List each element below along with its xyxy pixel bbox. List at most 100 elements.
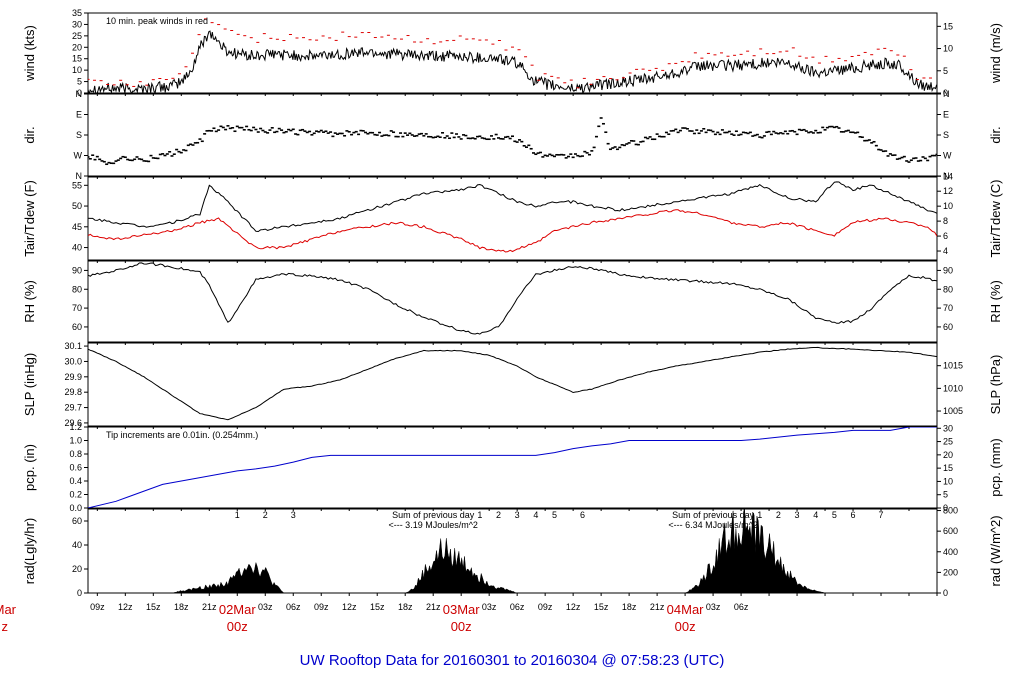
pressure-left-tick-label: 30.1 bbox=[64, 341, 82, 351]
temperature-left-tick-label: 55 bbox=[72, 180, 82, 190]
x-tick-label: 12z bbox=[342, 602, 357, 612]
temperature-left-tick-label: 40 bbox=[72, 243, 82, 253]
radiation-hour-mark: 3 bbox=[795, 510, 800, 520]
precipitation-left-tick-label: 0.2 bbox=[69, 490, 82, 500]
radiation-right-tick-label: 200 bbox=[943, 567, 958, 577]
precipitation-left-tick-label: 0.0 bbox=[69, 503, 82, 513]
humidity-left-tick-label: 80 bbox=[72, 284, 82, 294]
precipitation-left-tick-label: 1.0 bbox=[69, 436, 82, 446]
radiation-hour-mark: 1 bbox=[477, 510, 482, 520]
precipitation-right-tick-label: 25 bbox=[943, 437, 953, 447]
temperature-left-tick-label: 50 bbox=[72, 201, 82, 211]
direction-right-axis-label: dir. bbox=[988, 126, 1003, 143]
x-tick-label: 03z bbox=[706, 602, 721, 612]
x-tick-label: 12z bbox=[118, 602, 133, 612]
pressure-left-axis-label: SLP (inHg) bbox=[22, 353, 37, 416]
temperature-series-tair bbox=[88, 181, 937, 233]
radiation-hour-mark: 3 bbox=[515, 510, 520, 520]
direction-right-tick-label: W bbox=[943, 151, 952, 161]
radiation-day-sum-value: <--- 6.34 MJoules/m^2 bbox=[668, 520, 758, 530]
radiation-right-axis-label: rad (W/m^2) bbox=[988, 515, 1003, 586]
radiation-hour-mark: 1 bbox=[235, 510, 240, 520]
precipitation-right-axis-label: pcp. (mm) bbox=[988, 438, 1003, 497]
precipitation-right-tick-label: 0 bbox=[943, 503, 948, 513]
x-day-time-label: 00z bbox=[451, 619, 472, 634]
direction-plot bbox=[88, 117, 937, 166]
wind-frame bbox=[87, 12, 938, 94]
pressure-left-tick-label: 29.7 bbox=[64, 403, 82, 413]
radiation-left-tick-label: 20 bbox=[72, 564, 82, 574]
wind-left-axis-label: wind (kts) bbox=[22, 25, 37, 82]
wind-left-tick-label: 15 bbox=[72, 54, 82, 64]
precipitation-series-precipitation bbox=[88, 427, 937, 508]
radiation-hour-mark: 4 bbox=[813, 510, 818, 520]
wind-right-tick-label: 15 bbox=[943, 21, 953, 31]
radiation-left-tick-label: 0 bbox=[77, 588, 82, 598]
radiation-day-sum-value: <--- 3.19 MJoules/m^2 bbox=[388, 520, 478, 530]
temperature-right-tick-label: 4 bbox=[943, 246, 948, 256]
wind-right-tick-label: 5 bbox=[943, 66, 948, 76]
radiation-left-tick-label: 40 bbox=[72, 540, 82, 550]
x-tick-label: 12z bbox=[566, 602, 581, 612]
wind-left-tick-label: 20 bbox=[72, 42, 82, 52]
direction-right-tick-label: N bbox=[943, 171, 950, 181]
panels: wind (kts) wind (m/s)05101520253035051015… bbox=[22, 8, 1003, 598]
direction-left-axis-label: dir. bbox=[22, 126, 37, 143]
temperature-right-tick-label: 10 bbox=[943, 201, 953, 211]
x-day-date-label: 03Mar bbox=[443, 602, 481, 617]
x-day-time-label: z bbox=[2, 619, 9, 634]
humidity-left-tick-label: 70 bbox=[72, 303, 82, 313]
pressure-left-tick-label: 29.9 bbox=[64, 372, 82, 382]
direction-right-tick-label: N bbox=[943, 89, 950, 99]
humidity-left-tick-label: 60 bbox=[72, 322, 82, 332]
radiation-hour-mark: 7 bbox=[879, 510, 884, 520]
wind-series-wind-speed bbox=[88, 30, 937, 93]
x-tick-label: 18z bbox=[398, 602, 413, 612]
x-day-date-label: Mar bbox=[0, 602, 17, 617]
radiation-right-tick-label: 600 bbox=[943, 526, 958, 536]
precipitation-left-tick-label: 0.4 bbox=[69, 476, 82, 486]
precipitation-annotation: Tip increments are 0.01in. (0.254mm.) bbox=[106, 430, 258, 440]
precipitation-right-tick-label: 5 bbox=[943, 490, 948, 500]
humidity-left-tick-label: 90 bbox=[72, 265, 82, 275]
radiation-hour-mark: 1 bbox=[757, 510, 762, 520]
direction-left-tick-label: S bbox=[76, 130, 82, 140]
pressure-right-tick-label: 1005 bbox=[943, 406, 963, 416]
radiation-hour-mark: 2 bbox=[776, 510, 781, 520]
x-axis: 09z 12z 15z 18z 21z 03z 06z 09z 12z 15z 18z 21z 03z 0… bbox=[0, 602, 749, 634]
precipitation-right-tick-label: 30 bbox=[943, 423, 953, 433]
temperature-right-tick-label: 12 bbox=[943, 186, 953, 196]
panel-pressure: SLP (inHg) SLP (hPa) 29.6 29.7 29.8 29.9 30.0 3… bbox=[22, 341, 1003, 429]
pressure-right-axis-label: SLP (hPa) bbox=[988, 355, 1003, 415]
direction-frame bbox=[87, 93, 938, 177]
panel-wind: wind (kts) wind (m/s)05101520253035051015… bbox=[22, 8, 1003, 98]
radiation-area bbox=[88, 509, 834, 593]
wind-left-tick-label: 5 bbox=[77, 77, 82, 87]
humidity-left-axis-label: RH (%) bbox=[22, 280, 37, 323]
pressure-right-tick-label: 1015 bbox=[943, 361, 963, 371]
x-tick-label: 15z bbox=[594, 602, 609, 612]
wind-left-tick-label: 30 bbox=[72, 19, 82, 29]
x-tick-label: 18z bbox=[622, 602, 637, 612]
x-tick-label: 21z bbox=[650, 602, 665, 612]
direction-left-tick-label: W bbox=[74, 151, 83, 161]
pressure-left-tick-label: 29.6 bbox=[64, 418, 82, 428]
temperature-right-axis-label: Tair/Tdew (C) bbox=[988, 179, 1003, 257]
precipitation-right-tick-label: 10 bbox=[943, 476, 953, 486]
precipitation-plot bbox=[88, 427, 937, 508]
pressure-series-slp bbox=[88, 346, 937, 421]
humidity-right-tick-label: 60 bbox=[943, 322, 953, 332]
radiation-left-axis-label: rad(Lgly/hr) bbox=[22, 518, 37, 584]
direction-right-tick-label: E bbox=[943, 110, 949, 120]
x-day-date-label: 04Mar bbox=[667, 602, 705, 617]
precipitation-left-tick-label: 0.6 bbox=[69, 463, 82, 473]
wind-right-axis-label: wind (m/s) bbox=[988, 23, 1003, 84]
temperature-right-tick-label: 8 bbox=[943, 216, 948, 226]
radiation-left-tick-label: 60 bbox=[72, 516, 82, 526]
radiation-hour-mark: 6 bbox=[851, 510, 856, 520]
humidity-right-tick-label: 70 bbox=[943, 303, 953, 313]
radiation-hour-mark: 3 bbox=[291, 510, 296, 520]
radiation-frame bbox=[87, 508, 938, 594]
x-tick-label: 06z bbox=[734, 602, 749, 612]
